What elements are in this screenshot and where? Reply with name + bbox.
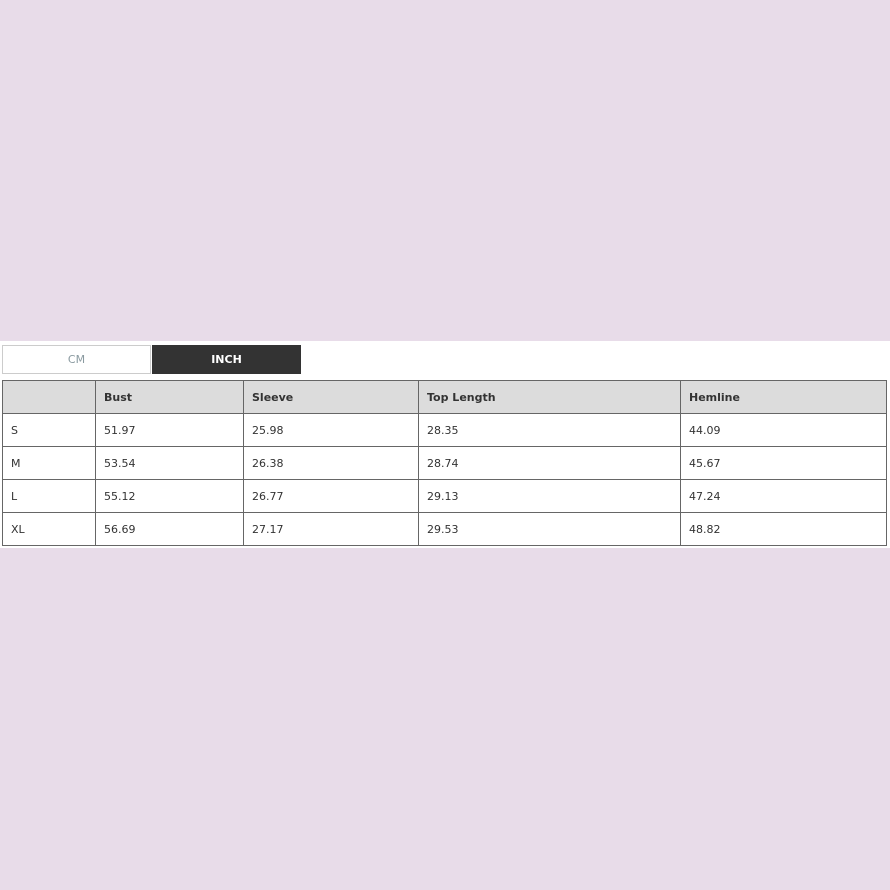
header-top-length: Top Length [418,380,681,414]
table-cell: 53.54 [95,446,244,480]
table-cell: 28.35 [418,413,681,447]
table-cell: 28.74 [418,446,681,480]
table-row: S 51.97 25.98 28.35 44.09 [2,413,887,447]
unit-cm-button[interactable]: CM [2,345,151,374]
header-bust: Bust [95,380,244,414]
table-cell: 44.09 [680,413,887,447]
header-hemline: Hemline [680,380,887,414]
table-cell: 29.53 [418,512,681,546]
table-cell: 45.67 [680,446,887,480]
table-cell: 48.82 [680,512,887,546]
header-sleeve: Sleeve [243,380,419,414]
table-cell: 56.69 [95,512,244,546]
table-cell: 26.77 [243,479,419,513]
table-row: XL 56.69 27.17 29.53 48.82 [2,512,887,546]
size-table: Bust Sleeve Top Length Hemline S 51.97 25.… [2,380,887,546]
table-cell: M [2,446,96,480]
table-cell: 55.12 [95,479,244,513]
table-cell: 25.98 [243,413,419,447]
table-cell: 47.24 [680,479,887,513]
table-cell: 51.97 [95,413,244,447]
table-row: L 55.12 26.77 29.13 47.24 [2,479,887,513]
table-cell: XL [2,512,96,546]
table-cell: 29.13 [418,479,681,513]
table-cell: S [2,413,96,447]
table-header-row: Bust Sleeve Top Length Hemline [2,380,887,414]
unit-inch-button[interactable]: INCH [152,345,301,374]
table-row: M 53.54 26.38 28.74 45.67 [2,446,887,480]
table-cell: 26.38 [243,446,419,480]
size-chart-panel: CM INCH Bust Sleeve Top Length Hemline S… [0,341,890,548]
table-cell: L [2,479,96,513]
header-size [2,380,96,414]
table-cell: 27.17 [243,512,419,546]
